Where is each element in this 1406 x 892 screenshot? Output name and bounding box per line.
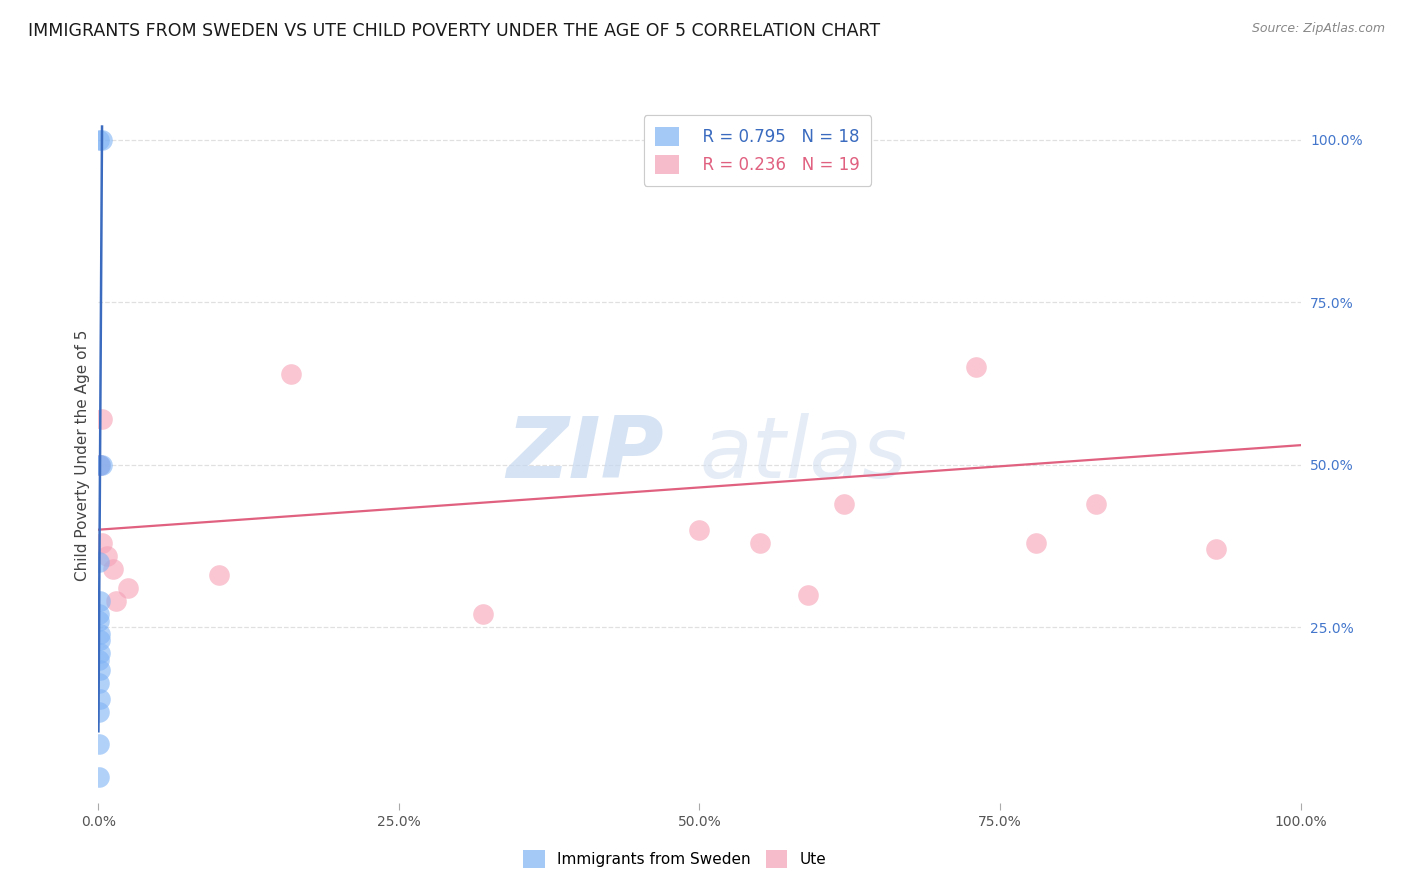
Point <box>89 458 111 472</box>
Point <box>89 653 111 667</box>
Legend:   R = 0.795   N = 18,   R = 0.236   N = 19: R = 0.795 N = 18, R = 0.236 N = 19 <box>644 115 872 186</box>
Point <box>1205 542 1227 557</box>
Point <box>89 633 111 648</box>
Point <box>965 360 987 375</box>
Text: Source: ZipAtlas.com: Source: ZipAtlas.com <box>1251 22 1385 36</box>
Point <box>89 691 111 706</box>
Point <box>89 705 111 719</box>
Point <box>101 562 124 576</box>
Point <box>89 646 111 660</box>
Text: IMMIGRANTS FROM SWEDEN VS UTE CHILD POVERTY UNDER THE AGE OF 5 CORRELATION CHART: IMMIGRANTS FROM SWEDEN VS UTE CHILD POVE… <box>28 22 880 40</box>
Legend: Immigrants from Sweden, Ute: Immigrants from Sweden, Ute <box>516 843 834 875</box>
Point <box>89 663 111 677</box>
Point <box>748 535 770 549</box>
Point <box>89 675 111 690</box>
Point <box>832 497 855 511</box>
Point <box>117 581 139 595</box>
Point <box>105 594 128 608</box>
Point <box>91 132 114 146</box>
Point <box>89 458 111 472</box>
Point <box>796 588 818 602</box>
Text: ZIP: ZIP <box>506 413 664 497</box>
Point <box>689 523 711 537</box>
Point <box>280 367 302 381</box>
Point <box>87 770 110 784</box>
Point <box>472 607 495 622</box>
Y-axis label: Child Poverty Under the Age of 5: Child Poverty Under the Age of 5 <box>75 329 90 581</box>
Point <box>89 594 111 608</box>
Point <box>208 568 231 582</box>
Point <box>87 614 110 628</box>
Point <box>91 535 114 549</box>
Point <box>87 737 110 751</box>
Point <box>87 132 110 146</box>
Point <box>1085 497 1108 511</box>
Point <box>89 607 111 622</box>
Point <box>1025 535 1047 549</box>
Point <box>89 555 111 569</box>
Point <box>91 412 114 426</box>
Point <box>89 458 111 472</box>
Point <box>91 458 114 472</box>
Text: atlas: atlas <box>700 413 907 497</box>
Point <box>96 549 118 563</box>
Point <box>89 626 111 640</box>
